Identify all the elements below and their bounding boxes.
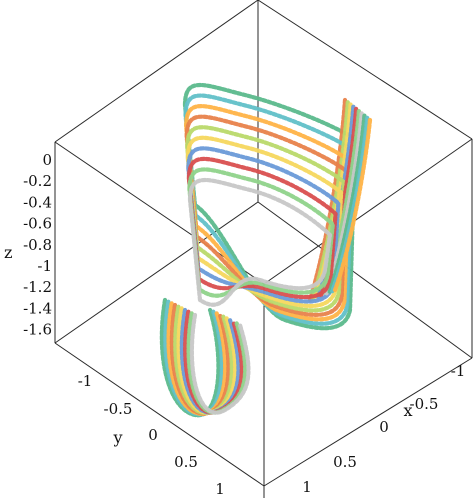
y-tick-label: -1 bbox=[78, 372, 93, 390]
box-edge bbox=[54, 342, 265, 487]
y-tick-label: 0.5 bbox=[174, 453, 198, 471]
x-tick-label: 0 bbox=[379, 418, 389, 436]
series-strand bbox=[327, 113, 367, 295]
y-axis-label: y bbox=[112, 428, 122, 447]
y-tick-label: 1 bbox=[215, 480, 225, 498]
z-axis-label: z bbox=[4, 243, 12, 262]
z-tick-label: 0 bbox=[42, 151, 52, 169]
x-tick-label: -0.5 bbox=[410, 395, 439, 413]
curves-group bbox=[159, 82, 373, 418]
box-edge bbox=[257, 0, 473, 140]
y-tick-label: 0 bbox=[148, 426, 158, 444]
x-tick-label: 0.5 bbox=[333, 453, 357, 471]
z-tick-label: -0.6 bbox=[23, 215, 52, 233]
series-curve bbox=[187, 177, 333, 307]
x-tick-label: 1 bbox=[302, 478, 312, 496]
series-curve bbox=[182, 82, 358, 331]
z-tick-label: -0.4 bbox=[23, 193, 52, 211]
box-edge bbox=[263, 357, 473, 487]
bounding-box bbox=[54, 0, 473, 498]
x-axis-label: x bbox=[403, 401, 412, 420]
z-tick-label: -1 bbox=[37, 257, 52, 275]
series-strand bbox=[330, 115, 370, 294]
z-tick-label: -0.8 bbox=[23, 236, 52, 254]
tick-labels: 0-0.2-0.4-0.6-0.8-1-1.2-1.4-1.6z-1-0.500… bbox=[4, 151, 465, 498]
box-edge bbox=[54, 0, 259, 143]
box-edge bbox=[263, 138, 473, 285]
series-curve bbox=[183, 93, 355, 326]
z-tick-label: -1.6 bbox=[23, 321, 52, 339]
y-tick-label: -0.5 bbox=[104, 400, 133, 418]
series-lobe bbox=[189, 312, 251, 415]
x-tick-label: -1 bbox=[451, 362, 466, 380]
z-tick-label: -0.2 bbox=[23, 172, 52, 190]
series-strand bbox=[332, 117, 373, 293]
z-tick-label: -1.2 bbox=[23, 278, 52, 296]
z-tick-label: -1.4 bbox=[23, 299, 52, 317]
box-edge bbox=[54, 201, 259, 344]
box-edge bbox=[257, 201, 473, 359]
